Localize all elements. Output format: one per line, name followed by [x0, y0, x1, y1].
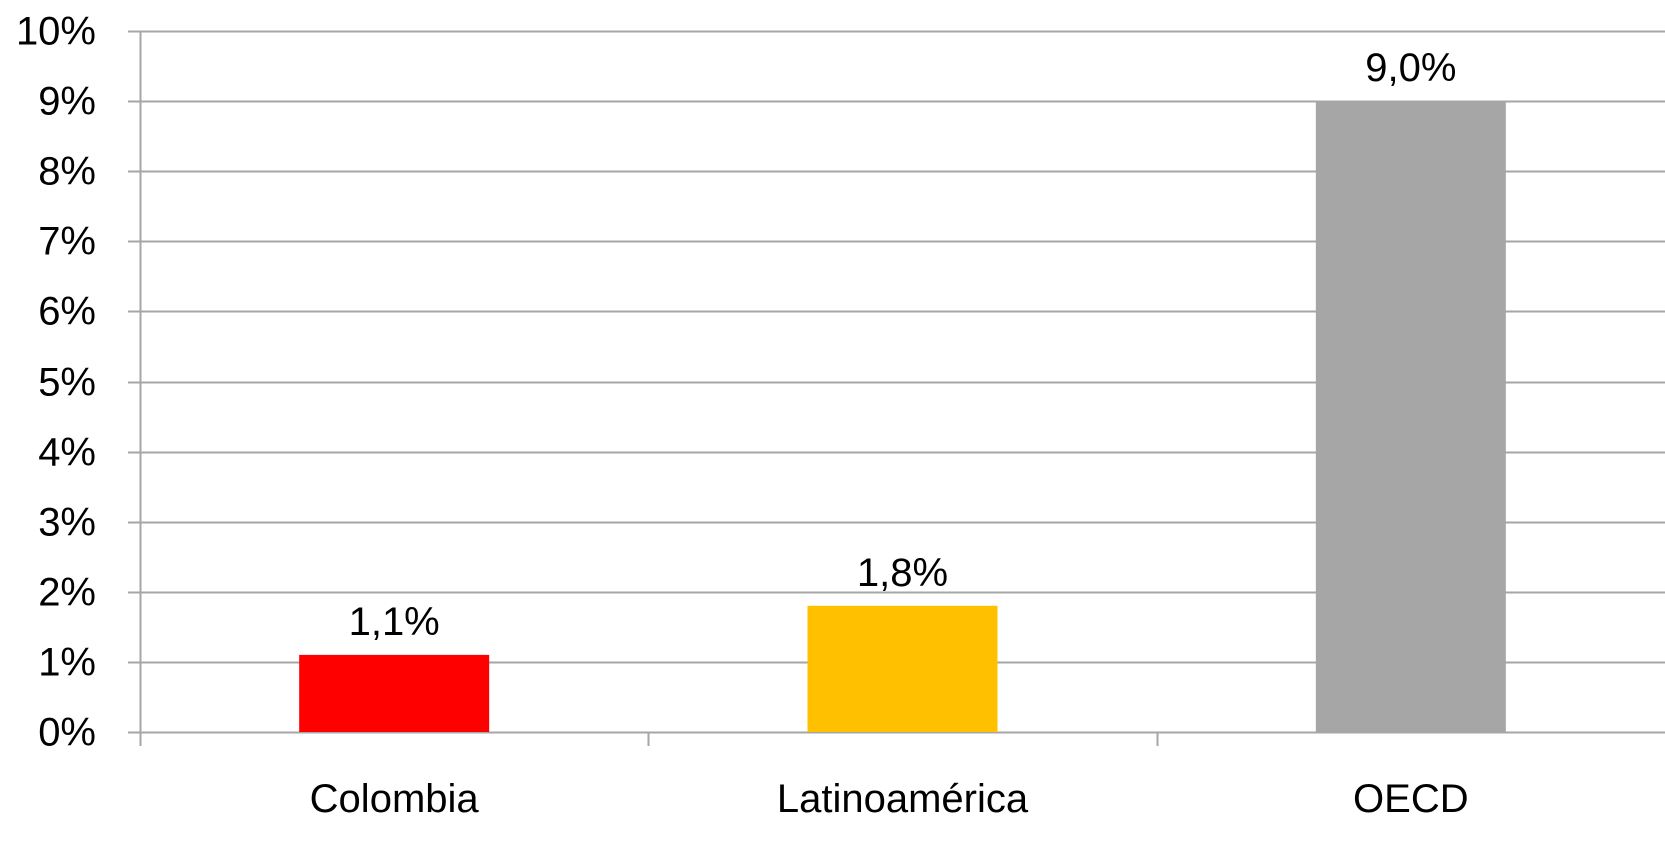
bars	[299, 101, 1506, 733]
bar-colombia	[299, 654, 490, 732]
y-tick-label: 3%	[38, 501, 96, 545]
data-label: 9,0%	[1365, 46, 1456, 90]
y-tick-label: 0%	[38, 711, 96, 755]
bar-latinoam-rica	[807, 605, 998, 732]
y-tick-label: 1%	[38, 641, 96, 685]
y-tick-label: 4%	[38, 431, 96, 475]
y-tick-label: 10%	[16, 10, 96, 54]
data-label: 1,8%	[857, 551, 948, 595]
y-tick-label: 7%	[38, 220, 96, 264]
data-labels: 1,1% 1,8% 9,0%	[349, 46, 1457, 644]
axes	[128, 30, 1665, 746]
x-category-label: OECD	[1353, 777, 1469, 821]
x-category-labels: Colombia Latinoamérica OECD	[310, 777, 1469, 821]
y-tick-label: 6%	[38, 290, 96, 334]
y-tick-labels: 0% 1% 2% 3% 4% 5% 6% 7% 8% 9% 10%	[16, 10, 96, 755]
y-tick-label: 9%	[38, 80, 96, 124]
bar-oecd	[1315, 101, 1506, 733]
x-category-label: Colombia	[310, 777, 480, 821]
y-tick-label: 8%	[38, 150, 96, 194]
data-label: 1,1%	[349, 600, 440, 644]
x-category-label: Latinoamérica	[777, 777, 1029, 821]
y-tick-label: 5%	[38, 361, 96, 405]
gridlines	[140, 30, 1665, 664]
y-tick-label: 2%	[38, 571, 96, 615]
